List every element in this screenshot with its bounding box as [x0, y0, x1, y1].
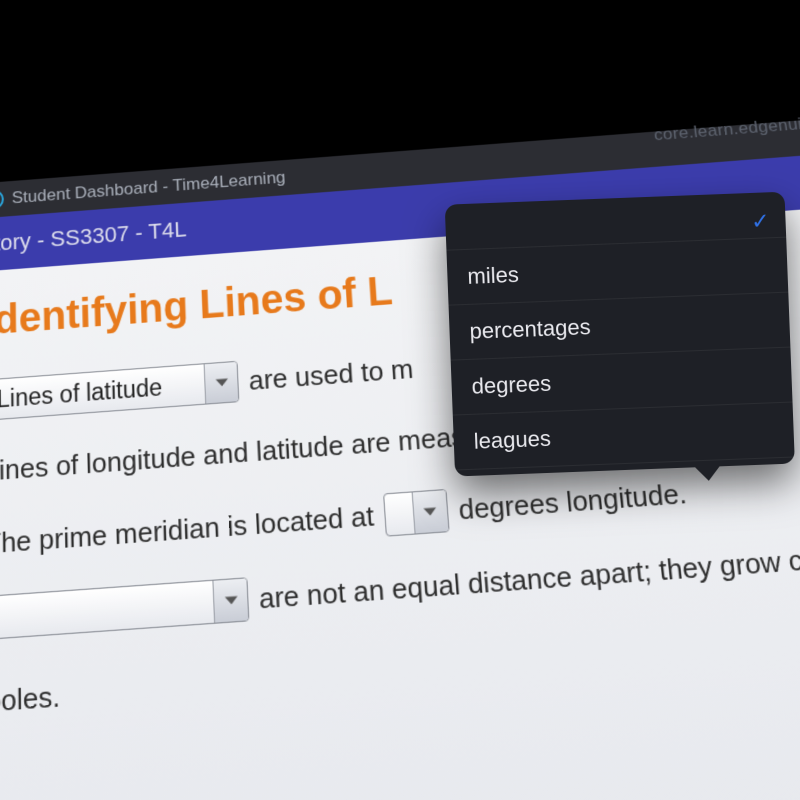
- course-title: istory - SS3307 - T4L: [0, 216, 187, 256]
- sentence-text: poles.: [0, 620, 800, 720]
- dropdown-menu[interactable]: ✓ miles percentages degrees leagues: [445, 192, 795, 477]
- not-equal-distance-dropdown[interactable]: [0, 577, 249, 640]
- sentence-text: are not an equal distance apart; they gr…: [258, 539, 800, 616]
- chevron-down-icon: [204, 362, 239, 404]
- dropdown-value: [384, 493, 414, 536]
- tab-favicon-icon: 4: [0, 189, 4, 210]
- chevron-down-icon: [212, 578, 248, 622]
- dropdown-value: Lines of latitude: [0, 364, 205, 420]
- sentence-text: degrees longitude.: [457, 477, 688, 527]
- menu-pointer-icon: [693, 464, 722, 482]
- lines-of-latitude-dropdown[interactable]: Lines of latitude: [0, 361, 239, 421]
- sentence-text: The prime meridian is located at: [0, 499, 375, 560]
- sentence-text: are used to m: [248, 352, 414, 396]
- chevron-down-icon: [412, 490, 449, 533]
- dropdown-option-leagues[interactable]: leagues: [453, 403, 795, 471]
- dropdown-value: [0, 581, 214, 639]
- checkmark-icon: ✓: [751, 208, 770, 235]
- prime-meridian-degree-dropdown[interactable]: [383, 489, 450, 537]
